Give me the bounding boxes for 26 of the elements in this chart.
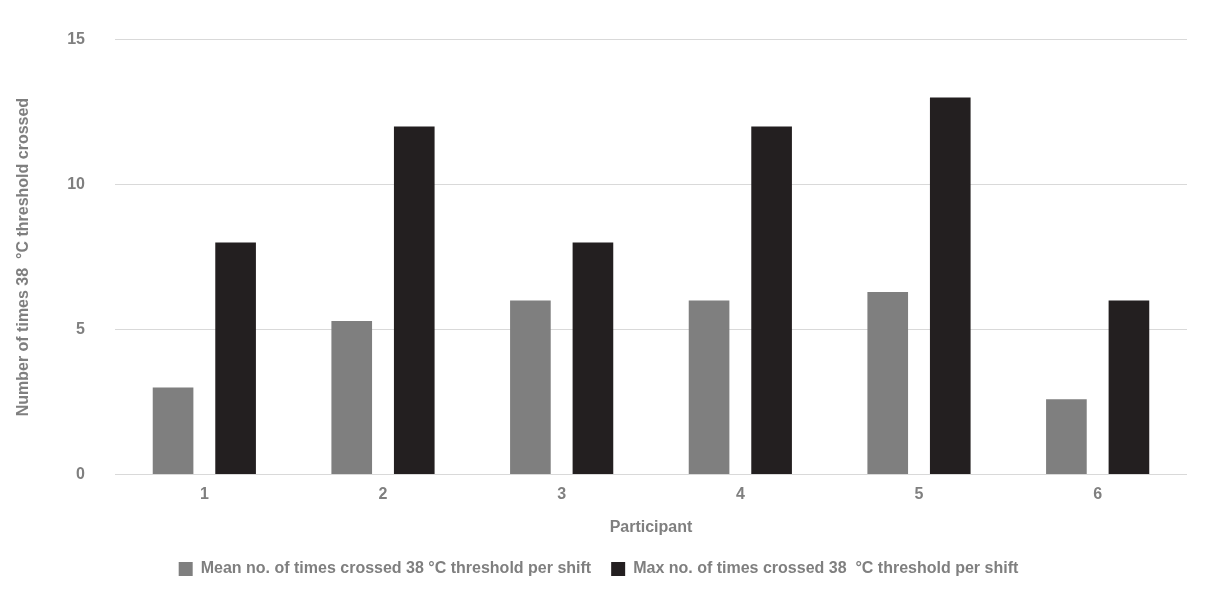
bar xyxy=(215,242,256,475)
y-tick-label: 10 xyxy=(67,175,86,193)
x-tick-label: 5 xyxy=(914,484,924,502)
bar xyxy=(331,320,373,475)
bar xyxy=(510,300,551,475)
bar xyxy=(1108,300,1150,475)
legend-label: Mean no. of times crossed 38 °C threshold per shift xyxy=(200,559,592,577)
y-axis-title: Number of times 38 °C threshold crossed xyxy=(14,97,32,417)
x-tick-label: 2 xyxy=(378,484,388,502)
bar xyxy=(929,97,971,475)
bar xyxy=(152,387,194,475)
x-tick-label: 1 xyxy=(199,484,209,502)
bar xyxy=(688,300,730,475)
x-tick-label: 6 xyxy=(1093,484,1103,502)
legend-label: Max no. of times crossed 38 °C threshold per shift xyxy=(633,559,1019,577)
bar xyxy=(751,126,792,475)
y-tick-label: 5 xyxy=(76,320,86,338)
y-tick-label: 0 xyxy=(76,465,86,483)
y-tick-label: 15 xyxy=(67,30,86,48)
bar xyxy=(867,291,909,475)
x-axis-title: Participant xyxy=(609,517,694,535)
bar xyxy=(1046,399,1087,475)
bar xyxy=(572,242,614,475)
x-tick-label: 3 xyxy=(557,484,567,502)
bar xyxy=(393,126,435,475)
x-tick-label: 4 xyxy=(735,484,745,502)
